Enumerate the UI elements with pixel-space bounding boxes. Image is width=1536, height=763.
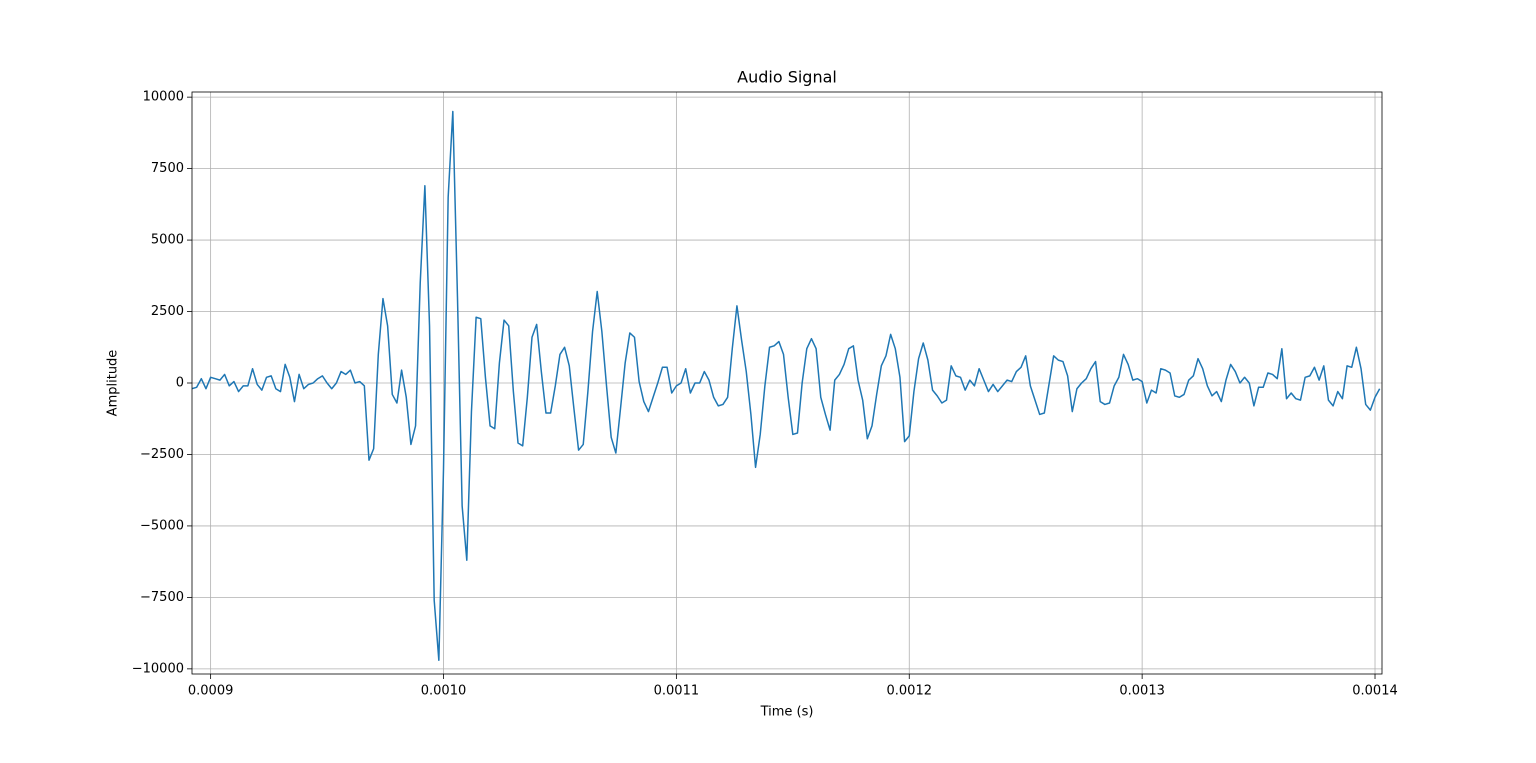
y-tick-label: 5000	[151, 233, 184, 248]
x-tick-label: 0.0013	[1119, 684, 1165, 699]
x-tick-label: 0.0014	[1352, 684, 1398, 699]
y-tick-label: −5000	[140, 518, 184, 533]
x-axis-label: Time (s)	[760, 705, 814, 720]
plot-area	[192, 110, 1381, 662]
x-tick-label: 0.0011	[654, 684, 700, 699]
chart-title: Audio Signal	[737, 68, 837, 87]
grid	[192, 92, 1382, 674]
y-tick-label: 10000	[143, 90, 184, 105]
x-tick-label: 0.0009	[188, 684, 234, 699]
y-tick-label: 0	[176, 376, 184, 391]
y-axis-label: Amplitude	[106, 350, 121, 417]
y-tick-label: −10000	[132, 661, 184, 676]
y-tick-label: 2500	[151, 304, 184, 319]
signal-line	[192, 110, 1381, 662]
y-tick-label: −7500	[140, 590, 184, 605]
y-tick-label: −2500	[140, 447, 184, 462]
x-tick-label: 0.0010	[421, 684, 467, 699]
x-tick-label: 0.0012	[887, 684, 933, 699]
y-tick-label: 7500	[151, 161, 184, 176]
ticks: 0.0009 0.0010 0.0011 0.0012 0.0013 0.0014 −100…	[132, 90, 1398, 699]
